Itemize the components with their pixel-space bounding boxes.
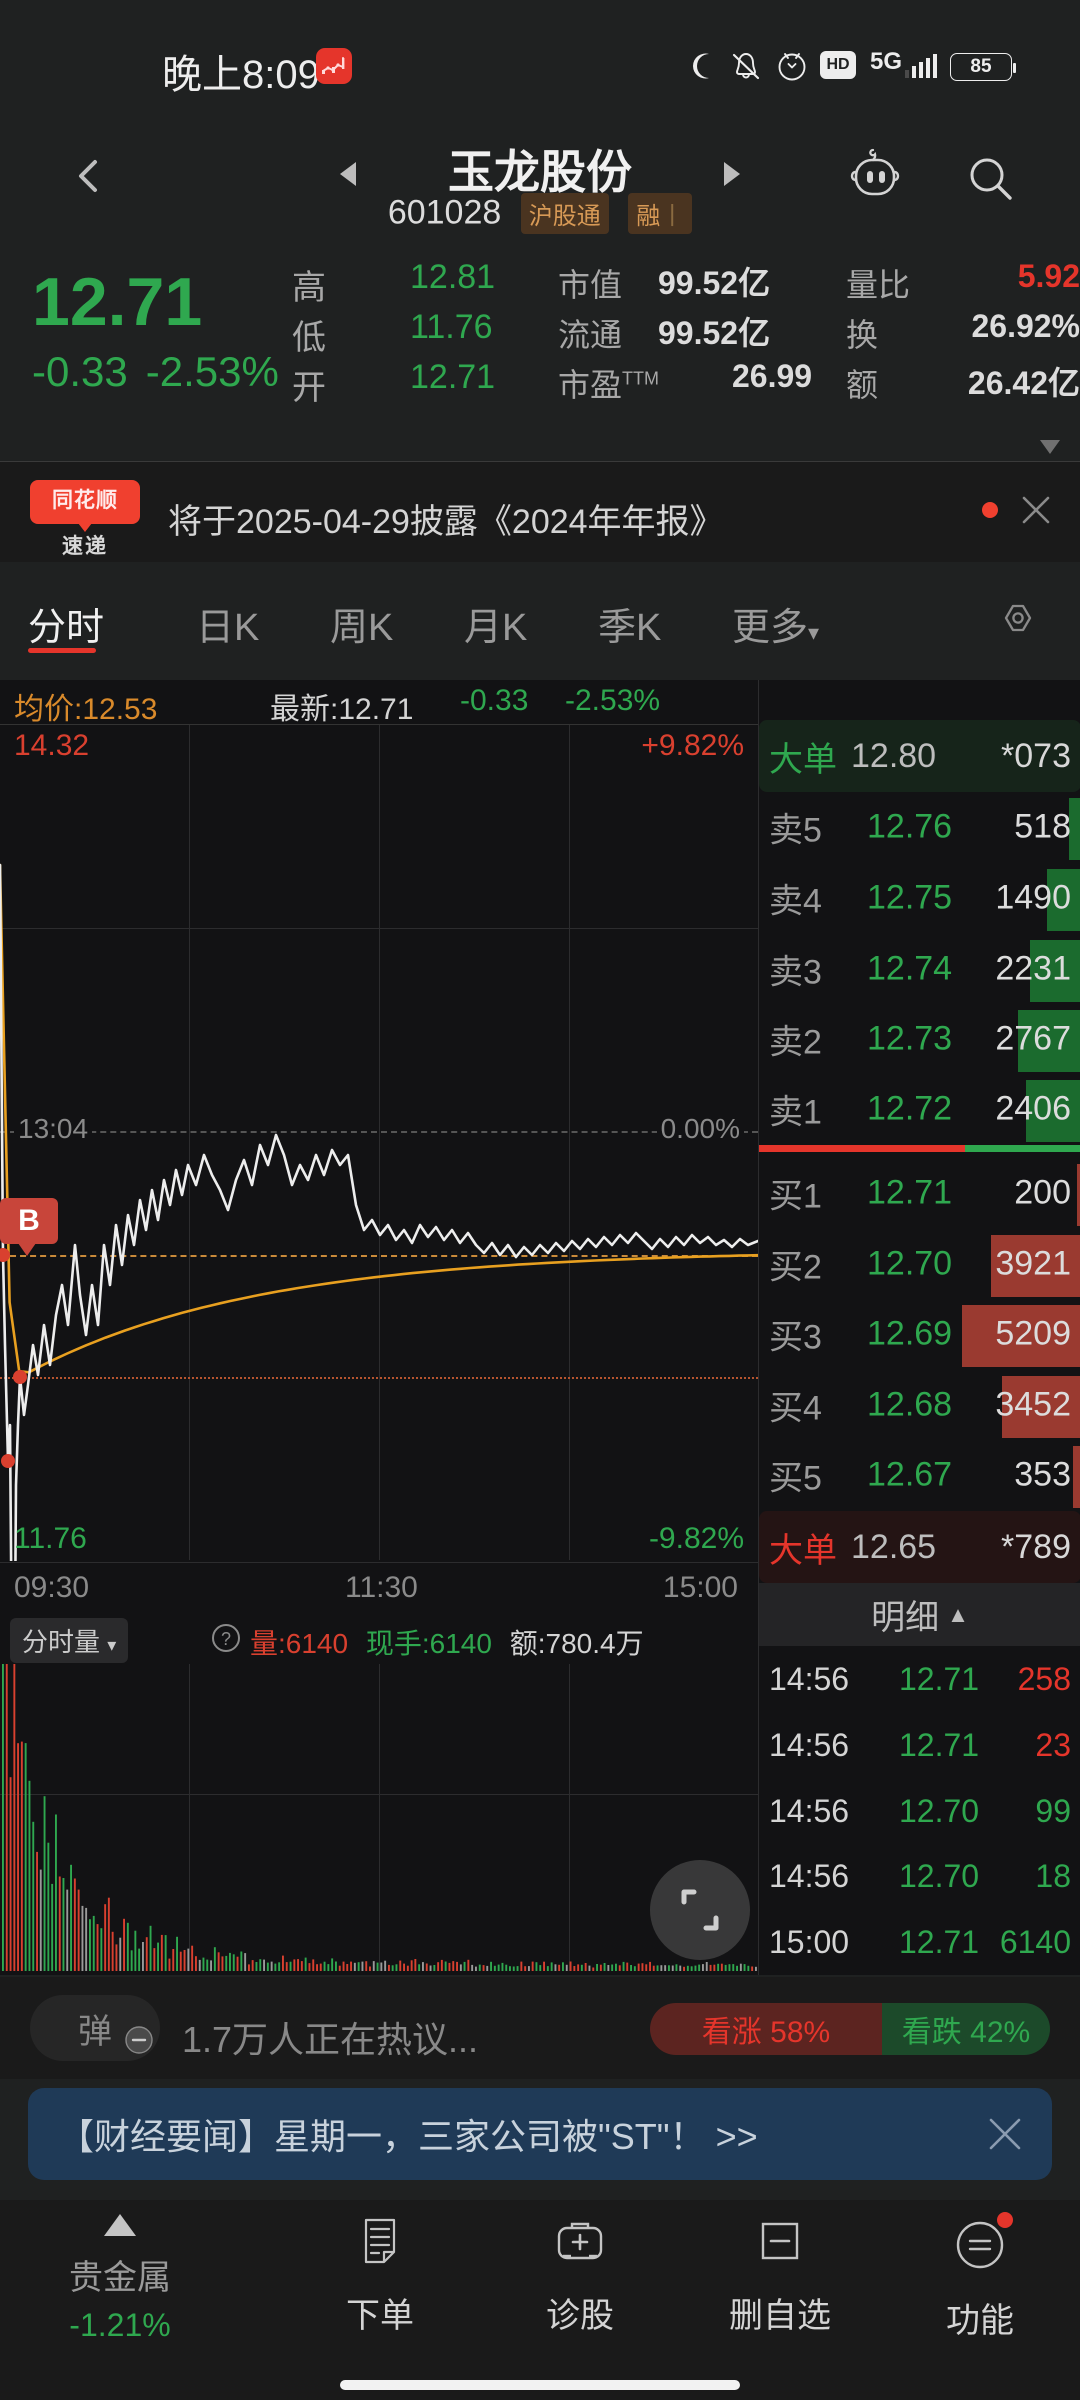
svg-text:?: ?: [221, 1629, 231, 1649]
